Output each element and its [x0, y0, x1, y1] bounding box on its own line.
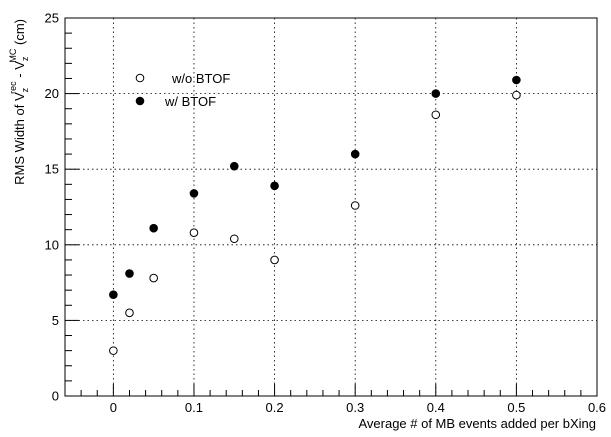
x-tick-label: 0.3 — [346, 400, 364, 415]
legend-label-wo-btof: w/o BTOF — [171, 71, 230, 86]
x-tick-label: 0.5 — [507, 400, 525, 415]
data-point-wo-btof — [350, 201, 360, 210]
axis-ticks — [64, 17, 598, 397]
x-tick-label: 0.2 — [266, 400, 284, 415]
data-point-wo-btof — [431, 110, 441, 120]
legend: w/o BTOF w/ BTOF — [135, 71, 230, 109]
data-point-w-btof — [350, 149, 360, 159]
y-tick-label: 5 — [52, 313, 59, 328]
data-point-w-btof — [431, 89, 441, 98]
data-point-wo-btof — [149, 273, 158, 283]
data-point-wo-btof — [125, 308, 134, 318]
y-tick-label: 15 — [45, 162, 59, 177]
y-tick-label: 20 — [45, 86, 59, 101]
data-point-wo-btof — [270, 255, 279, 265]
data-point-w-btof — [109, 290, 118, 299]
x-tick-label: 0 — [110, 400, 117, 415]
data-point-wo-btof — [229, 234, 239, 244]
y-tick-label: 0 — [52, 389, 59, 404]
data-point-wo-btof — [109, 346, 118, 355]
x-tick-labels: 0 0.1 0.2 0.3 0.4 0.5 0.6 — [110, 400, 606, 415]
x-tick-label: 0.4 — [427, 400, 445, 415]
data-point-wo-btof — [512, 90, 521, 100]
grid — [65, 18, 597, 396]
data-point-w-btof — [125, 269, 134, 278]
y-tick-labels: 0 5 10 15 20 25 — [45, 11, 59, 404]
legend-label-w-btof: w/ BTOF — [164, 94, 216, 109]
data-point-w-btof — [149, 223, 158, 233]
legend-marker-wo-btof — [135, 73, 145, 83]
x-tick-label: 0.6 — [588, 400, 606, 415]
data-point-w-btof — [229, 161, 239, 171]
data-point-w-btof — [270, 181, 279, 191]
legend-marker-w-btof — [135, 96, 145, 106]
data-series — [109, 75, 521, 355]
y-tick-label: 25 — [45, 11, 59, 26]
data-point-w-btof — [512, 75, 521, 85]
data-point-wo-btof — [189, 228, 199, 238]
x-tick-label: 0.1 — [185, 400, 203, 415]
y-tick-label: 10 — [45, 237, 59, 252]
x-axis-title: Average # of MB events added per bXing — [358, 416, 596, 431]
data-point-w-btof — [189, 189, 199, 198]
y-axis-title: RMS Width of Vzrec - VzMC (cm) — [8, 19, 30, 185]
plot-frame — [64, 17, 598, 397]
